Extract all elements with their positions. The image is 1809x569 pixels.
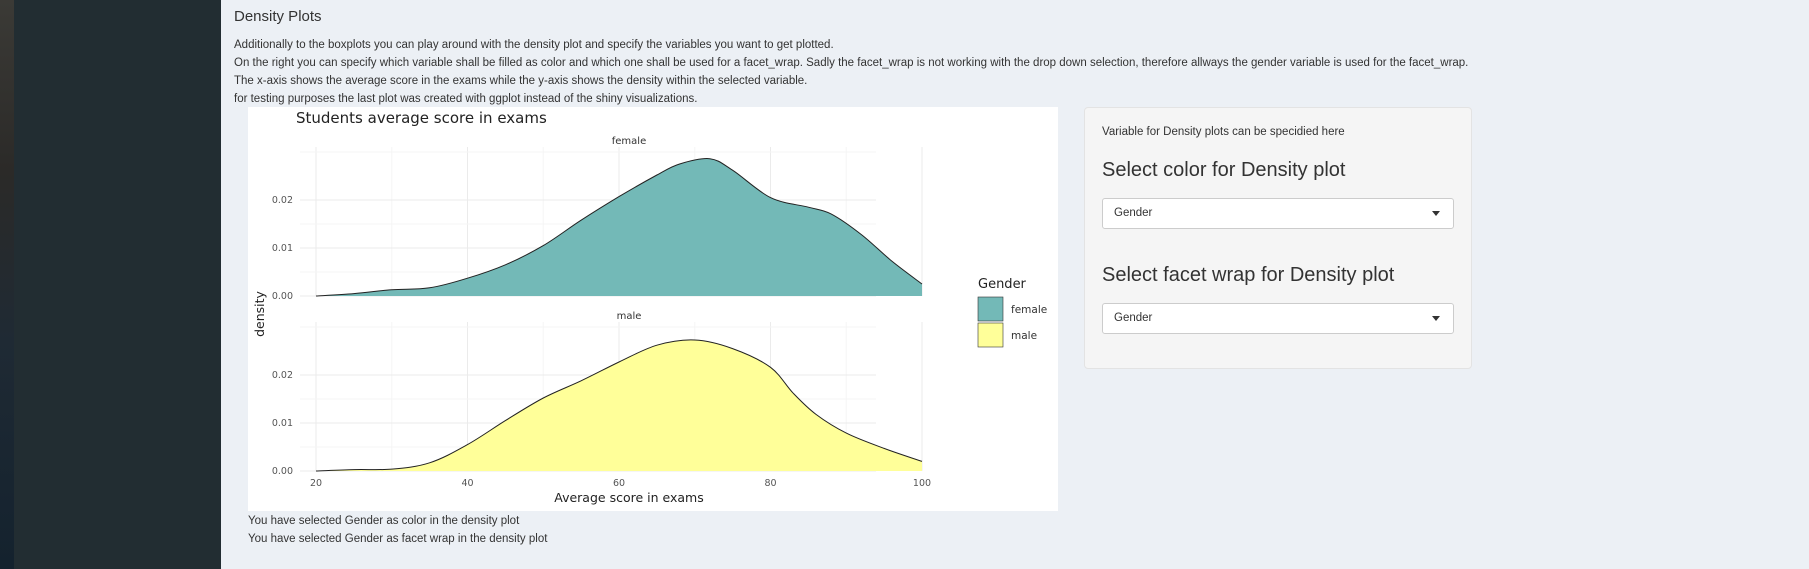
density-plot: Students average score in exams female m… bbox=[248, 107, 1058, 511]
status-line: You have selected Gender as facet wrap i… bbox=[248, 533, 548, 545]
controls-panel: Variable for Density plots can be specid… bbox=[1084, 107, 1472, 369]
density-chart-svg: Students average score in exams female m… bbox=[252, 109, 1047, 505]
density-area-male bbox=[316, 339, 922, 471]
chevron-down-icon bbox=[1432, 316, 1440, 321]
facet-select-value: Gender bbox=[1114, 312, 1153, 324]
description-line: Additionally to the boxplots you can pla… bbox=[234, 39, 834, 51]
status-line: You have selected Gender as color in the… bbox=[248, 515, 520, 527]
description: Additionally to the boxplots you can pla… bbox=[234, 36, 1468, 108]
selection-status: You have selected Gender as color in the… bbox=[248, 512, 547, 548]
legend-label-male: male bbox=[1011, 330, 1037, 342]
color-select[interactable]: Gender bbox=[1102, 198, 1454, 229]
x-tick-label: 80 bbox=[764, 478, 776, 489]
facet-label-male: male bbox=[617, 311, 642, 322]
y-tick-label: 0.01 bbox=[272, 418, 293, 429]
y-tick-label: 0.01 bbox=[272, 243, 293, 254]
legend-title: Gender bbox=[978, 277, 1027, 292]
y-tick-label: 0.00 bbox=[272, 466, 293, 477]
x-tick-label: 100 bbox=[913, 478, 931, 489]
background-strip bbox=[0, 0, 14, 569]
y-axis-label: density bbox=[252, 290, 267, 336]
density-areas bbox=[315, 158, 923, 472]
density-curve-female bbox=[315, 158, 923, 297]
color-select-value: Gender bbox=[1114, 207, 1153, 219]
x-tick-label: 60 bbox=[613, 478, 625, 489]
x-tick-labels: 20 40 60 80 100 bbox=[310, 478, 931, 489]
legend-swatch-male bbox=[977, 322, 1004, 348]
chart-title: Students average score in exams bbox=[296, 109, 547, 127]
x-tick-label: 40 bbox=[461, 478, 473, 489]
facet-label-female: female bbox=[612, 136, 646, 147]
y-tick-label: 0.02 bbox=[272, 195, 293, 206]
y-tick-labels: 0.00 0.01 0.02 0.00 0.01 0.02 bbox=[272, 195, 293, 477]
y-tick-label: 0.02 bbox=[272, 370, 293, 381]
x-axis-label: Average score in exams bbox=[554, 490, 703, 505]
description-line: On the right you can specify which varia… bbox=[234, 57, 1469, 69]
description-line: The x-axis shows the average score in th… bbox=[234, 75, 808, 87]
main-content: Density Plots Additionally to the boxplo… bbox=[221, 0, 1809, 569]
x-tick-label: 20 bbox=[310, 478, 322, 489]
facet-select[interactable]: Gender bbox=[1102, 303, 1454, 334]
y-tick-label: 0.00 bbox=[272, 291, 293, 302]
color-select-label: Select color for Density plot bbox=[1102, 159, 1346, 181]
chevron-down-icon bbox=[1432, 211, 1440, 216]
controls-note: Variable for Density plots can be specid… bbox=[1102, 126, 1345, 138]
legend-label-female: female bbox=[1011, 304, 1047, 316]
facet-select-label: Select facet wrap for Density plot bbox=[1102, 264, 1395, 286]
legend-swatch-female bbox=[977, 296, 1004, 322]
sidebar bbox=[14, 0, 221, 569]
density-curve-male bbox=[315, 339, 923, 472]
density-area-female bbox=[316, 158, 922, 296]
description-line: for testing purposes the last plot was c… bbox=[234, 93, 698, 105]
section-title: Density Plots bbox=[234, 8, 322, 25]
